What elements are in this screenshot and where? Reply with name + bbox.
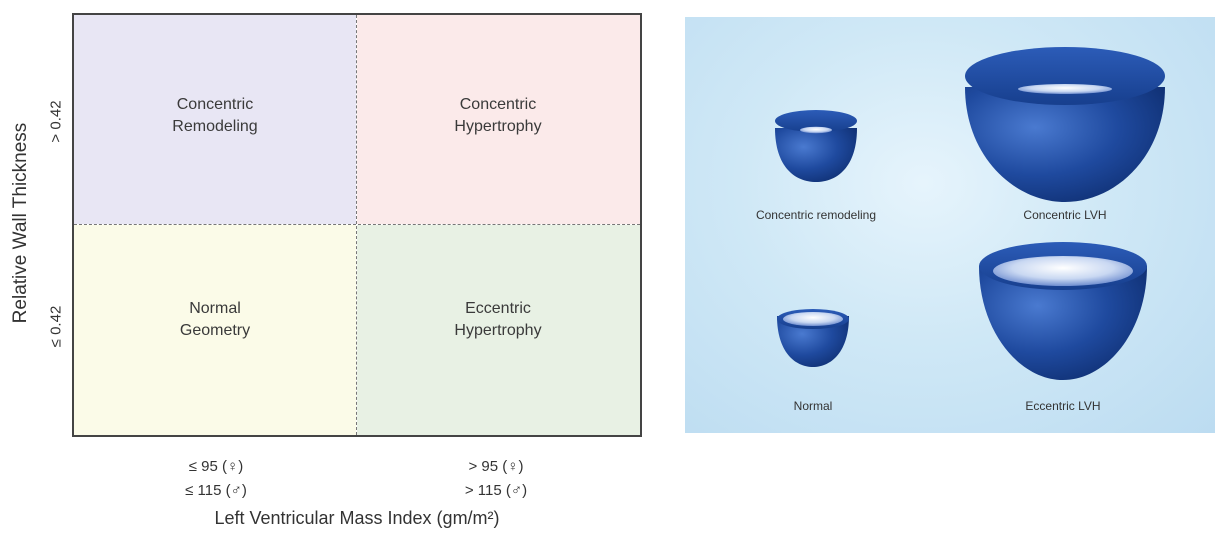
label-normal-heart: Normal (793, 399, 833, 413)
y-tick-lower: ≤ 0.42 (47, 305, 65, 348)
label-concentric-lvh-heart: Concentric LVH (1023, 208, 1107, 222)
x-tick-right-female: > 95 (♀) (468, 458, 524, 475)
lv-geometry-illustration: Concentric remodeling Concentric LVH Nor… (685, 17, 1215, 433)
label-eccentric-lvh-heart: Eccentric LVH (1025, 399, 1101, 413)
heart-concentric-remodeling (775, 110, 857, 182)
y-tick-upper: > 0.42 (47, 100, 65, 143)
heart-normal (777, 309, 849, 367)
quadrant-eccentric-hypertrophy (357, 225, 640, 435)
quadrant-concentric-remodeling (74, 15, 356, 224)
label-concentric-remodeling: Concentric Remodeling (172, 96, 258, 135)
x-axis-title: Left Ventricular Mass Index (gm/m²) (214, 508, 500, 528)
label-concentric-hypertrophy: Concentric Hypertrophy (454, 96, 542, 135)
label-normal-geometry: Normal Geometry (179, 300, 251, 339)
heart-concentric-lvh (965, 47, 1165, 202)
x-tick-right-male: > 115 (♂) (464, 482, 528, 499)
heart-eccentric-lvh (979, 242, 1147, 380)
quadrant-concentric-hypertrophy (357, 15, 640, 224)
y-axis-title: Relative Wall Thickness (10, 122, 31, 324)
x-tick-right: > 95 (♀) > 115 (♂) (396, 455, 596, 503)
x-tick-left: ≤ 95 (♀) ≤ 115 (♂) (116, 455, 316, 503)
vertical-divider (356, 15, 357, 435)
label-eccentric-hypertrophy: Eccentric Hypertrophy (454, 300, 542, 339)
hearts-svg (775, 47, 1165, 380)
label-concentric-remodeling-heart: Concentric remodeling (755, 208, 877, 222)
x-tick-left-male: ≤ 115 (♂) (185, 482, 247, 499)
horizontal-divider (74, 224, 640, 225)
quadrant-normal-geometry (74, 225, 356, 435)
chart-frame (72, 13, 642, 437)
x-tick-left-female: ≤ 95 (♀) (188, 458, 244, 475)
